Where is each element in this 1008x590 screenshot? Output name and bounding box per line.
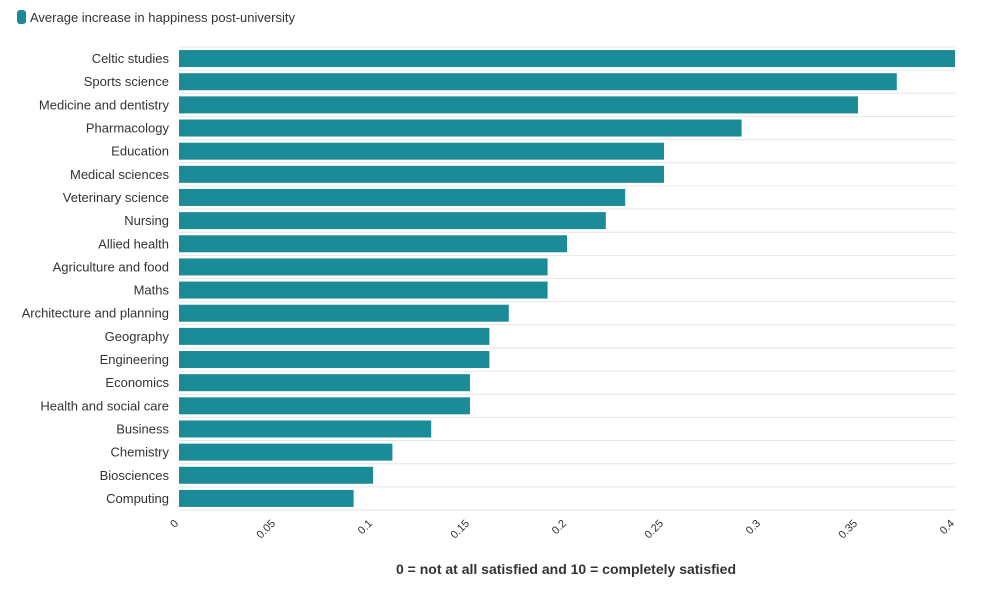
bar[interactable] [179, 420, 432, 438]
bar[interactable] [179, 327, 490, 345]
bar[interactable] [179, 397, 470, 415]
category-label: Education [111, 144, 169, 159]
x-axis-title: 0 = not at all satisfied and 10 = comple… [396, 561, 736, 577]
category-label: Sports science [84, 74, 169, 89]
category-label: Allied health [98, 236, 169, 251]
category-label: Celtic studies [92, 51, 170, 66]
bar[interactable] [179, 96, 858, 114]
bar[interactable] [179, 258, 548, 276]
category-label: Architecture and planning [22, 306, 169, 321]
bar[interactable] [179, 73, 897, 91]
category-label: Economics [105, 375, 169, 390]
x-tick-label: 0.05 [254, 518, 278, 542]
category-label: Health and social care [40, 398, 169, 413]
category-label: Business [116, 421, 169, 436]
legend-swatch [17, 10, 26, 24]
bar[interactable] [179, 351, 490, 369]
bar[interactable] [179, 304, 509, 322]
bars [179, 50, 955, 507]
bar[interactable] [179, 50, 955, 68]
x-tick-label: 0.1 [356, 518, 375, 537]
bar[interactable] [179, 281, 548, 299]
bar[interactable] [179, 374, 470, 392]
legend[interactable]: Average increase in happiness post-unive… [17, 8, 295, 26]
bar[interactable] [179, 466, 373, 484]
category-label: Maths [134, 283, 170, 298]
category-label: Agriculture and food [53, 259, 169, 274]
x-tick-label: 0.25 [642, 518, 666, 542]
x-tick-label: 0.35 [836, 518, 860, 542]
bar[interactable] [179, 119, 742, 137]
category-label: Nursing [124, 213, 169, 228]
x-tick-label: 0.15 [448, 518, 472, 542]
category-label: Chemistry [110, 445, 169, 460]
category-label: Biosciences [100, 468, 170, 483]
bar[interactable] [179, 142, 664, 160]
bar[interactable] [179, 165, 664, 183]
bar[interactable] [179, 212, 606, 230]
bar[interactable] [179, 188, 626, 206]
category-label: Engineering [100, 352, 169, 367]
category-label: Medical sciences [70, 167, 169, 182]
legend-label: Average increase in happiness post-unive… [30, 9, 295, 25]
category-label: Geography [105, 329, 170, 344]
bar[interactable] [179, 489, 354, 507]
category-label: Computing [106, 491, 169, 506]
category-label: Pharmacology [86, 121, 170, 136]
x-tick-label: 0 [168, 518, 181, 531]
bar[interactable] [179, 235, 567, 253]
bar[interactable] [179, 443, 393, 461]
category-labels: Celtic studies Sports science Medicine and… [22, 51, 170, 506]
x-tick-label: 0.4 [938, 518, 957, 537]
x-tick-label: 0.3 [744, 518, 763, 537]
category-label: Medicine and dentistry [39, 97, 170, 112]
category-label: Veterinary science [63, 190, 169, 205]
x-axis-ticks: 0 0.05 0.1 0.15 0.2 0.25 0.3 0.35 0.4 [168, 518, 957, 542]
x-tick-label: 0.2 [550, 518, 569, 537]
gridlines [179, 46, 955, 511]
